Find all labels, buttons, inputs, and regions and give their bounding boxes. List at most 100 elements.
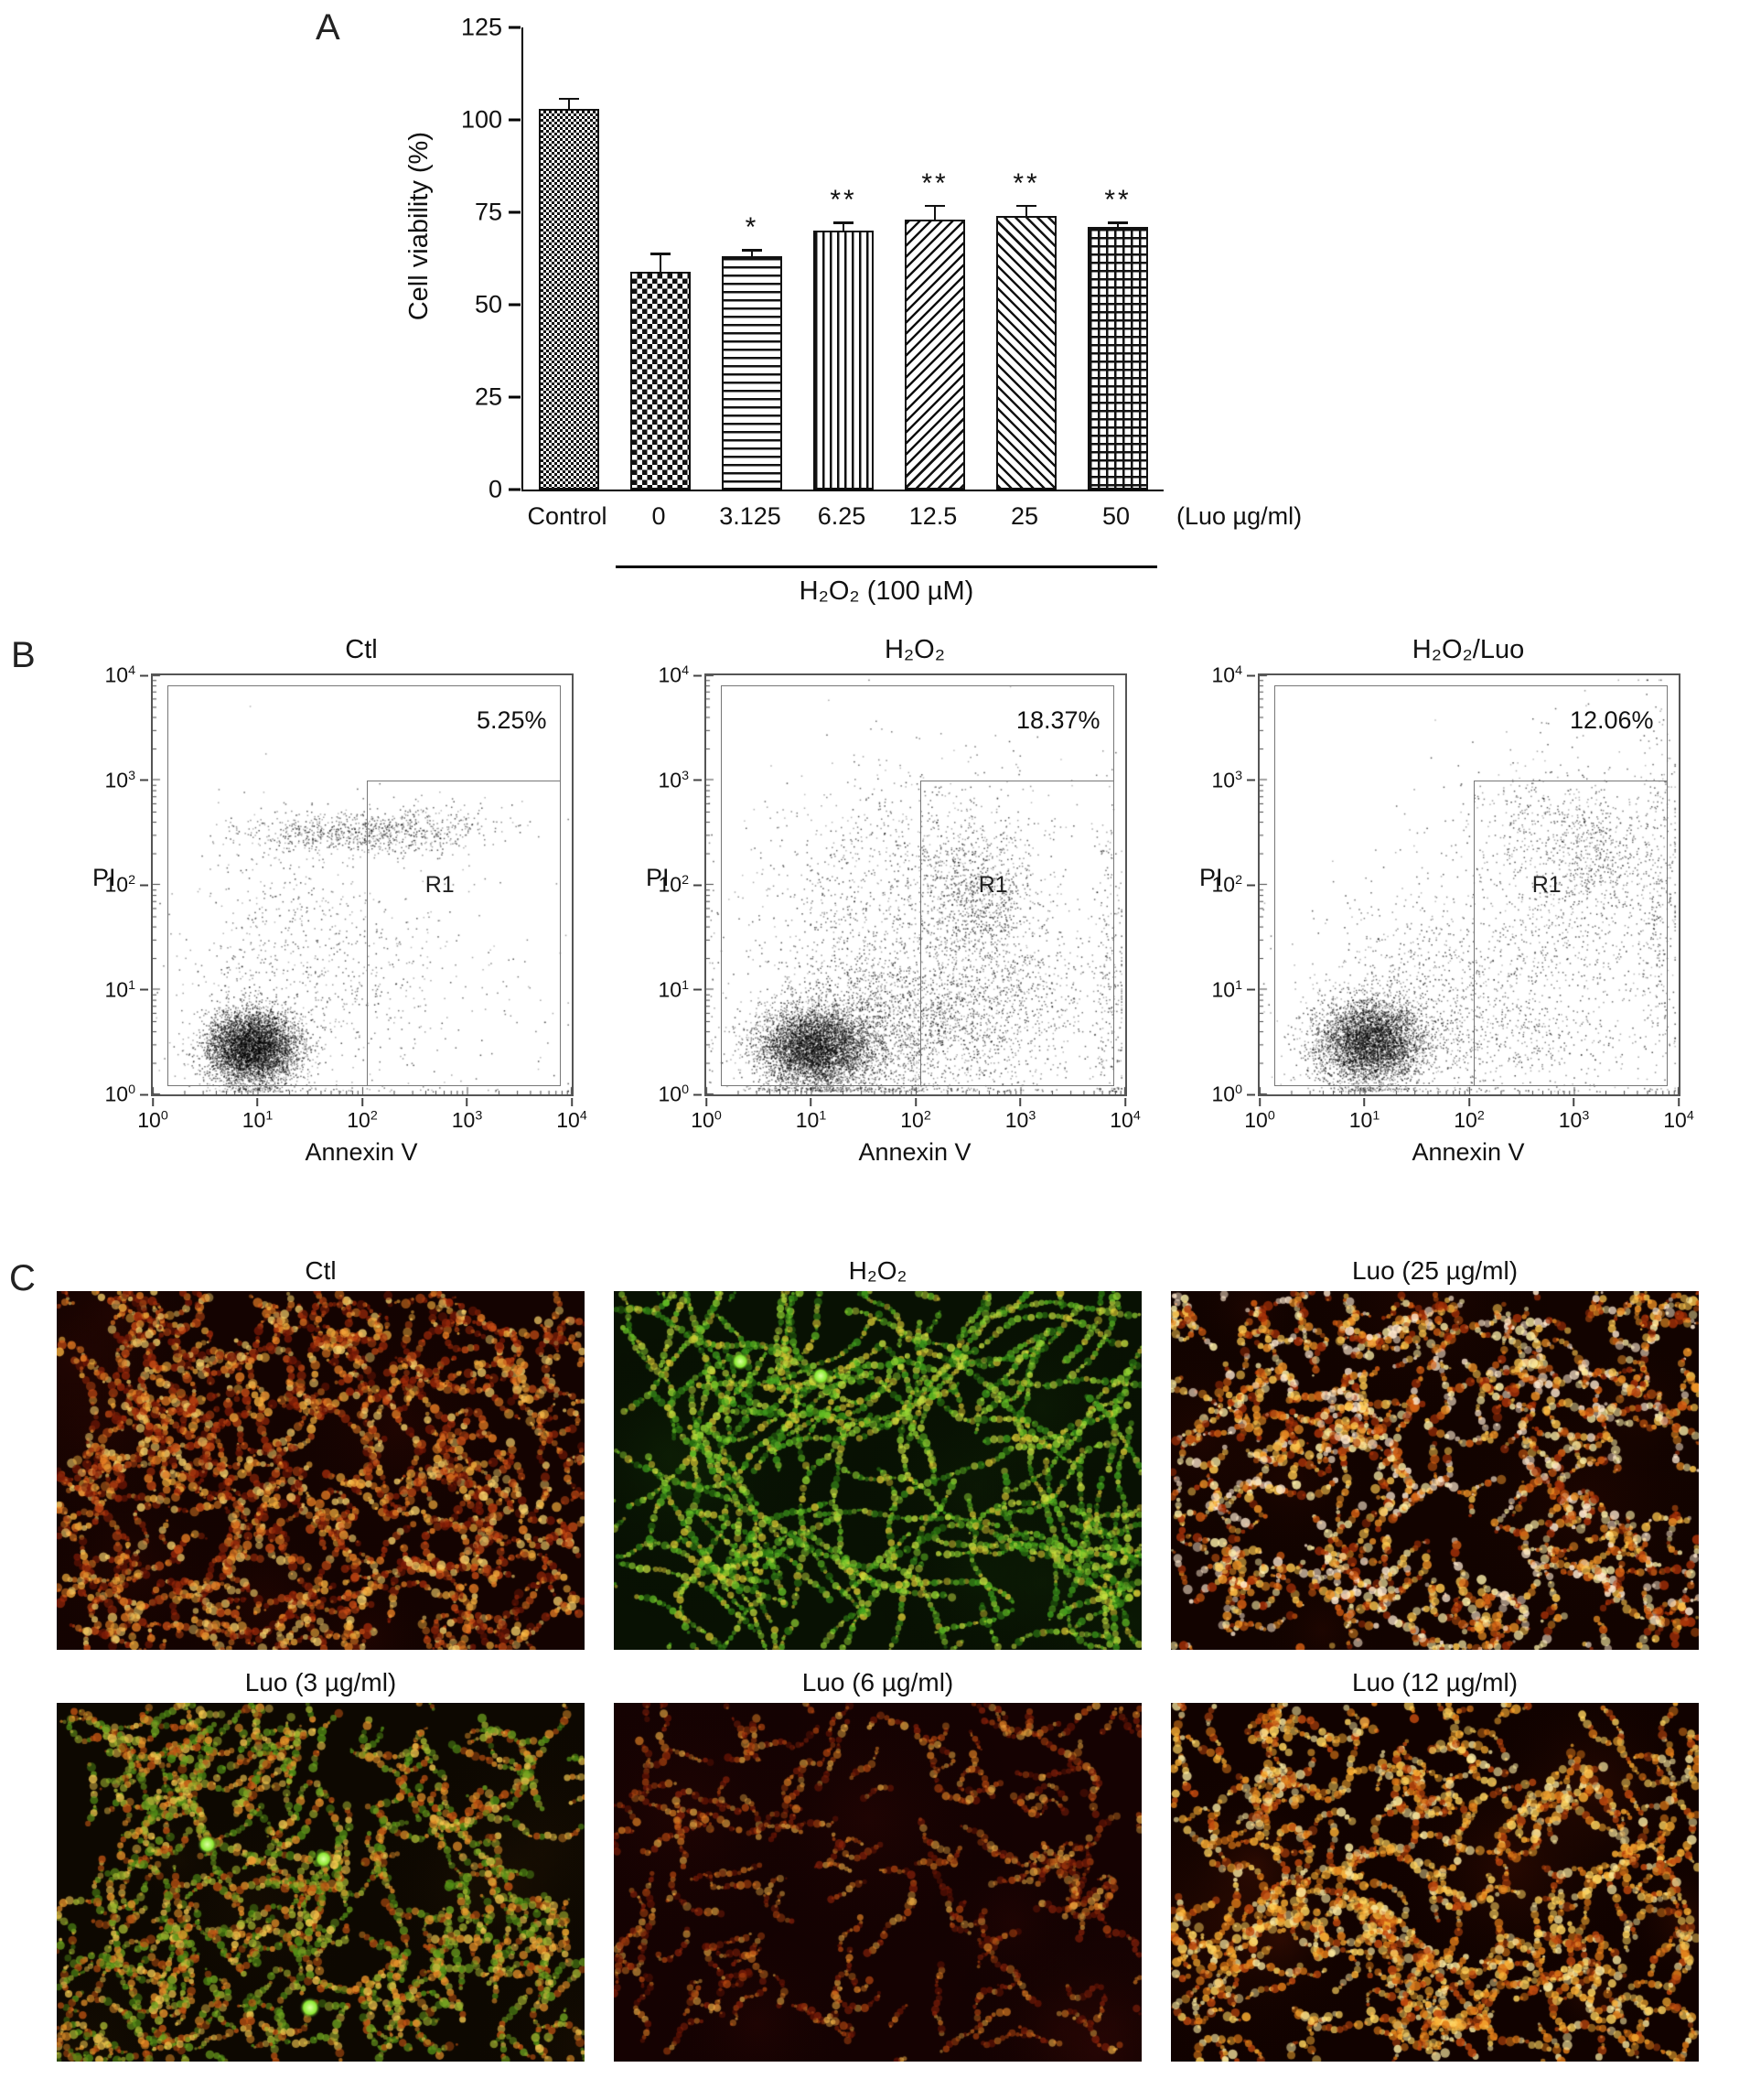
- gate-percent: 18.37%: [1015, 706, 1100, 735]
- flow-plot-1: Ctl PI 5.25% R1 100 100 101 101 102 102 103 103 104 1…: [69, 635, 587, 1167]
- bar-x-label: 50: [1101, 502, 1131, 530]
- bar-x-label: 25: [1010, 502, 1039, 530]
- error-bar: [567, 97, 571, 109]
- flow-tick-label: 104: [658, 662, 689, 687]
- flow-x-tick: 104: [1110, 1094, 1141, 1133]
- flow-tick-label: 103: [104, 768, 135, 792]
- flow-y-tick-mark: [140, 779, 148, 781]
- bar-x-unit-label: (Luo µg/ml): [1176, 502, 1303, 530]
- flow-y-tick-mark: [1247, 674, 1255, 676]
- flow-tick-label: 100: [104, 1082, 135, 1106]
- panel-a: A Cell viability (%) 0 25 50 75 100 125 * ** **…: [0, 0, 1750, 622]
- flow-tick-label: 104: [1663, 1108, 1694, 1132]
- flow-x-tick: 100: [137, 1094, 168, 1133]
- flow-x-tick: 102: [900, 1094, 931, 1133]
- microscopy-label: Luo (12 µg/ml): [1351, 1668, 1519, 1696]
- bar-y-tick-mark: [509, 395, 521, 399]
- flow-y-tick-mark: [140, 1093, 148, 1095]
- flow-x-tick-mark: [1363, 1098, 1366, 1106]
- flow-y-tick-mark: [1247, 1093, 1255, 1095]
- flow-tick-label: 103: [451, 1108, 483, 1132]
- bar-y-tick-mark: [509, 210, 521, 214]
- microscopy-label: Luo (25 µg/ml): [1351, 1256, 1519, 1285]
- flow-tick-label: 104: [1211, 662, 1242, 687]
- flow-plot-area: 12.06% R1 100 100 101 101 102 102 103 103 104 104: [1211, 663, 1693, 1133]
- error-bar: [842, 221, 845, 232]
- flow-x-tick: 101: [796, 1094, 826, 1133]
- bar-y-tick-label: 75: [474, 198, 502, 226]
- flow-x-tick: 101: [242, 1094, 274, 1133]
- flow-x-tick: 103: [1559, 1094, 1589, 1133]
- flow-tick-label: 102: [1211, 872, 1242, 897]
- flow-x-tick-mark: [1678, 1098, 1680, 1106]
- microscopy-label: H₂O₂: [848, 1256, 907, 1285]
- flow-y-tick-mark: [1247, 988, 1255, 991]
- flow-y-tick: 101: [104, 977, 153, 1002]
- flow-y-tick-mark: [140, 988, 148, 991]
- bar: [722, 256, 782, 490]
- flow-x-tick: 101: [1349, 1094, 1380, 1133]
- flow-tick-label: 100: [658, 1082, 689, 1106]
- flow-tick-label: 101: [242, 1108, 274, 1132]
- error-bar: [659, 253, 662, 272]
- flow-plot-body: PI 12.06% R1 100 100 101 101 102 102 103 103 104 104: [1176, 663, 1694, 1133]
- flow-y-tick-mark: [693, 674, 702, 676]
- flow-tick-label: 103: [658, 768, 689, 792]
- flow-x-tick-mark: [361, 1098, 363, 1106]
- flow-plot-3: H₂O₂/Luo PI 12.06% R1 100 100 101 101 102 102 103 1…: [1176, 635, 1694, 1167]
- significance-label: **: [1013, 167, 1040, 199]
- flow-tick-label: 102: [104, 872, 135, 897]
- microscopy-panel: Ctl: [57, 1253, 585, 1650]
- bar-y-tick-label: 50: [474, 290, 502, 318]
- bar-y-tick: 125: [461, 14, 523, 42]
- error-bar: [933, 204, 937, 221]
- bar-x-label: 12.5: [908, 502, 958, 530]
- panel-c-label: C: [9, 1258, 36, 1298]
- panel-b-label: B: [11, 635, 36, 675]
- flow-y-tick: 100: [104, 1082, 153, 1107]
- flow-y-tick-mark: [140, 884, 148, 886]
- panel-b: B Ctl PI 5.25% R1 100 100 101 101 102 102 103 103 10…: [0, 622, 1750, 1249]
- flow-y-tick: 101: [1211, 977, 1260, 1002]
- bar-x-label: 3.125: [719, 502, 781, 530]
- flow-tick-label: 100: [1244, 1108, 1275, 1132]
- bar-slot: [615, 27, 706, 490]
- flow-plot-title: H₂O₂/Luo: [1412, 635, 1525, 664]
- flow-tick-label: 103: [1211, 768, 1242, 792]
- bar: [813, 231, 874, 490]
- flow-tick-label: 100: [1211, 1082, 1242, 1106]
- significance-label: **: [830, 185, 857, 216]
- bars: * ** ** ** **: [523, 27, 1164, 490]
- flow-y-axis-title: PI: [92, 863, 116, 891]
- flow-tick-label: 101: [104, 977, 135, 1001]
- flow-plot-2: H₂O₂ PI 18.37% R1 100 100 101 101 102 102 103 103 10…: [622, 635, 1141, 1167]
- bar-y-tick-label: 0: [488, 475, 502, 503]
- flow-y-tick-mark: [693, 779, 702, 781]
- bar-y-tick: 100: [461, 106, 523, 135]
- bar-y-tick-mark: [509, 26, 521, 29]
- bar-slot: **: [798, 27, 889, 490]
- flow-y-tick: 103: [1211, 768, 1260, 792]
- flow-x-tick: 103: [1005, 1094, 1036, 1133]
- flow-scatter-canvas: [153, 675, 572, 1094]
- flow-x-tick-mark: [1259, 1098, 1261, 1106]
- microscopy-panel: H₂O₂: [614, 1253, 1142, 1650]
- flow-tick-label: 104: [1110, 1108, 1141, 1132]
- microscopy-grid: Ctl H₂O₂ Luo (25 µg/ml) Luo (3 µg/ml) Luo (6…: [0, 1253, 1750, 2062]
- flow-x-tick: 104: [1663, 1094, 1694, 1133]
- microscopy-image: [57, 1291, 585, 1650]
- microscopy-row: Luo (3 µg/ml) Luo (6 µg/ml) Luo (12 µg/ml): [57, 1664, 1750, 2062]
- flow-y-tick: 103: [658, 768, 706, 792]
- bar-slot: **: [889, 27, 981, 490]
- microscopy-row: Ctl H₂O₂ Luo (25 µg/ml): [57, 1253, 1750, 1650]
- flow-x-axis-title: Annexin V: [1412, 1138, 1525, 1166]
- bar-y-tick: 50: [475, 291, 523, 319]
- flow-x-tick-mark: [810, 1098, 812, 1106]
- flow-x-tick-mark: [915, 1098, 917, 1106]
- bar-y-axis-title: Cell viability (%): [404, 132, 434, 321]
- flow-plot-body: PI 18.37% R1 100 100 101 101 102 102 103 103 104 104: [622, 663, 1141, 1133]
- flow-x-tick-mark: [1124, 1098, 1126, 1106]
- flow-plot-area: 18.37% R1 100 100 101 101 102 102 103 103 104 104: [658, 663, 1140, 1133]
- bar-chart: Cell viability (%) 0 25 50 75 100 125 * ** ** **…: [384, 4, 1354, 617]
- flow-y-tick: 104: [104, 663, 153, 688]
